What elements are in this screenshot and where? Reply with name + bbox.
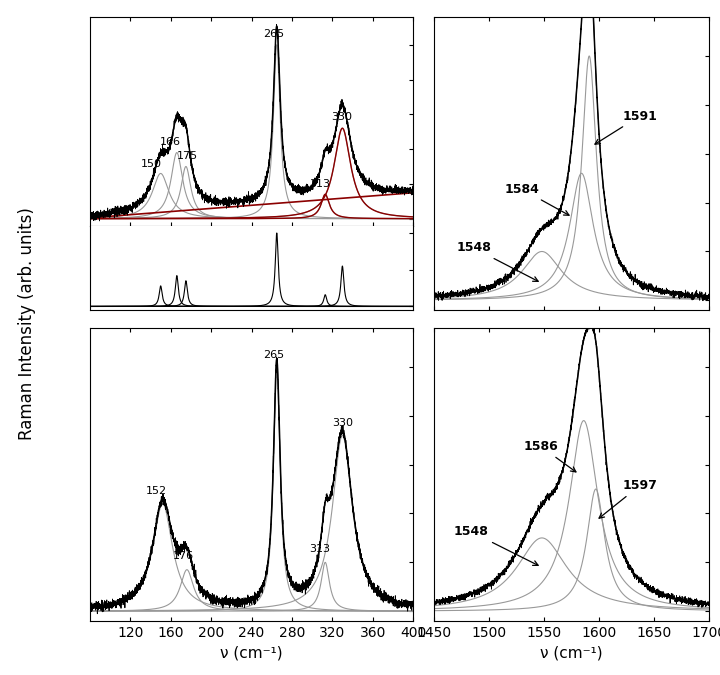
Text: 313: 313 bbox=[310, 544, 330, 554]
Text: 313: 313 bbox=[310, 179, 330, 189]
Text: 330: 330 bbox=[332, 418, 353, 428]
Text: 1548: 1548 bbox=[456, 242, 538, 281]
Text: 175: 175 bbox=[176, 151, 197, 161]
Text: 176: 176 bbox=[174, 551, 194, 561]
Text: 330: 330 bbox=[331, 112, 352, 122]
Text: 265: 265 bbox=[264, 30, 284, 40]
Text: 1548: 1548 bbox=[454, 525, 538, 566]
X-axis label: ν (cm⁻¹): ν (cm⁻¹) bbox=[540, 645, 603, 660]
Text: 265: 265 bbox=[264, 350, 284, 360]
Text: 152: 152 bbox=[146, 487, 167, 496]
Text: 1591: 1591 bbox=[595, 109, 657, 144]
Text: 150: 150 bbox=[141, 159, 162, 169]
X-axis label: ν (cm⁻¹): ν (cm⁻¹) bbox=[220, 645, 283, 660]
Text: Raman Intensity (arb. units): Raman Intensity (arb. units) bbox=[18, 208, 37, 441]
Text: 1584: 1584 bbox=[505, 183, 569, 215]
Text: 1597: 1597 bbox=[599, 479, 657, 518]
Text: 1586: 1586 bbox=[523, 440, 576, 472]
Text: 166: 166 bbox=[161, 137, 181, 147]
